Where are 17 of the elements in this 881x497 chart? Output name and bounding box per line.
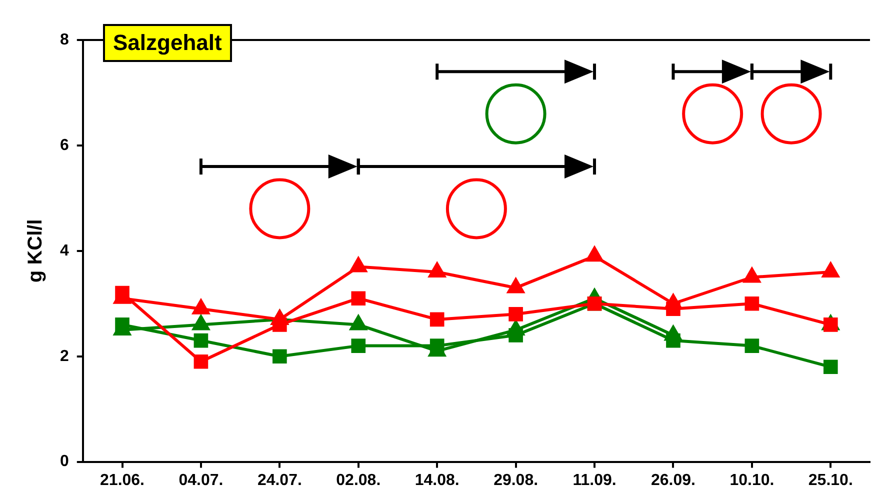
y-tick-label: 8 (60, 31, 69, 48)
x-tick-label: 04.07. (178, 472, 224, 489)
y-tick-label: 4 (60, 242, 69, 260)
x-tick-label: 10.10. (730, 472, 774, 489)
x-tick-label: 14.08. (414, 472, 460, 489)
x-tick-label: 29.08. (494, 472, 538, 489)
x-tick-label: 21.06. (100, 472, 144, 489)
x-tick-label: 25.10. (808, 472, 853, 489)
x-tick-label: 26.09. (650, 472, 696, 489)
y-tick-label: 0 (60, 453, 69, 470)
x-tick-label: 11.09. (572, 472, 616, 489)
x-tick-label: 24.07. (257, 472, 302, 489)
y-tick-label: 6 (60, 136, 69, 154)
y-axis-title: g KCl/l (24, 219, 47, 283)
chart-title: Salzgehalt (103, 24, 232, 62)
y-tick-label: 2 (60, 348, 69, 365)
x-tick-label: 02.08. (336, 472, 381, 489)
